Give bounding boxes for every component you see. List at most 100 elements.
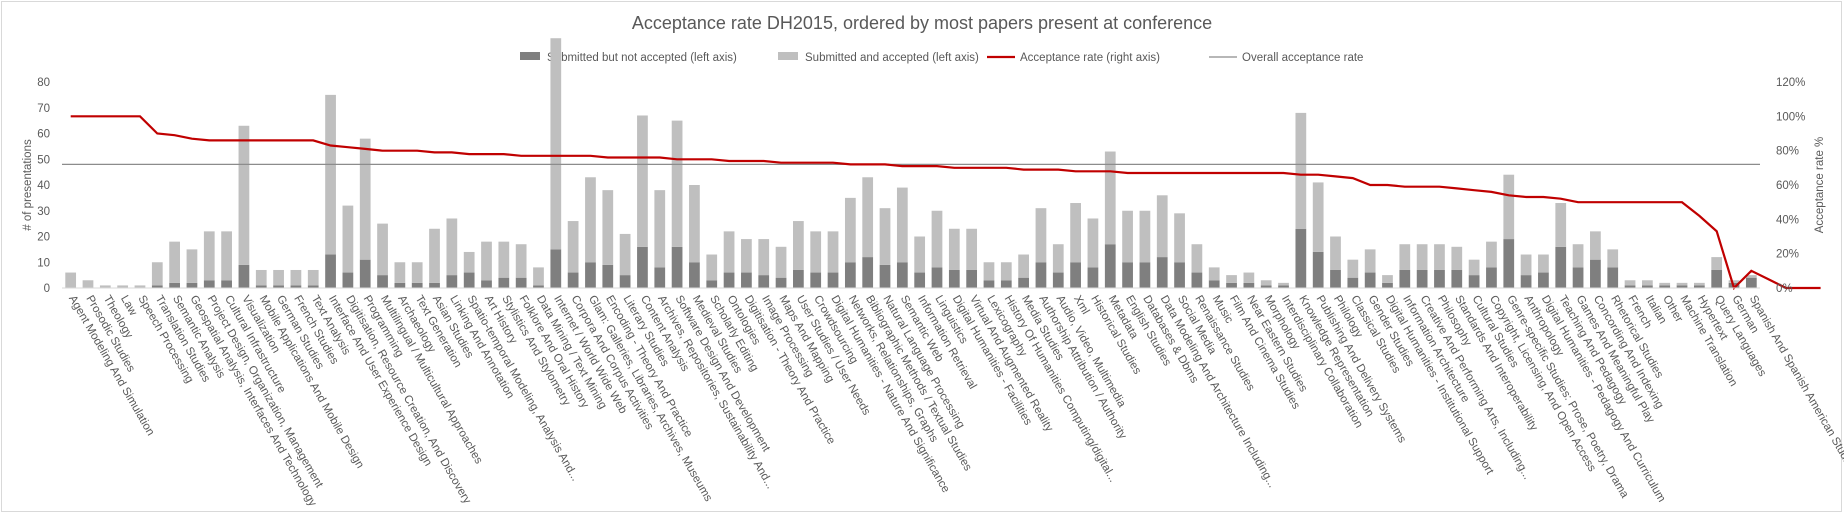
bar-not-accepted (983, 280, 995, 288)
bar-not-accepted (827, 272, 839, 288)
bar-not-accepted (446, 275, 458, 288)
bar-accepted (290, 269, 302, 286)
bar-not-accepted (671, 246, 683, 288)
y2-tick-label: 100% (1776, 111, 1805, 123)
bar-accepted (619, 233, 631, 276)
y2-tick-label: 120% (1776, 77, 1805, 89)
bar-accepted (810, 231, 822, 273)
bar-not-accepted (1347, 277, 1359, 288)
bar-not-accepted (1468, 275, 1480, 288)
bar-accepted (1035, 208, 1047, 263)
bar-not-accepted (1364, 272, 1376, 288)
bar-not-accepted (966, 269, 978, 288)
y-axis-title: # of presentations (22, 139, 34, 231)
bar-not-accepted (1486, 267, 1497, 288)
bar-accepted (82, 280, 94, 288)
bar-not-accepted (654, 267, 666, 288)
bar-accepted (827, 231, 839, 273)
y2-tick-label: 20% (1776, 249, 1799, 261)
bar-not-accepted (862, 257, 874, 288)
bar-accepted (307, 269, 319, 286)
bar-not-accepted (585, 262, 596, 288)
bar-accepted (273, 269, 284, 286)
y-tick-label: 0 (44, 283, 50, 295)
bar-not-accepted (550, 249, 562, 288)
bar-accepted (1590, 231, 1601, 260)
bar-accepted (221, 231, 232, 281)
bar-not-accepted (1330, 269, 1341, 288)
bar-not-accepted (1052, 272, 1064, 288)
bar-accepted (255, 269, 267, 286)
bar-not-accepted (931, 267, 943, 288)
bar-accepted (117, 285, 129, 288)
bar-accepted (1295, 112, 1307, 229)
bar-not-accepted (481, 280, 492, 288)
y-tick-label: 80 (37, 77, 50, 89)
bar-not-accepted (255, 285, 267, 288)
legend: Submitted but not accepted (left axis) Su… (520, 52, 1363, 64)
bar-accepted (481, 241, 492, 281)
bar-not-accepted (793, 269, 804, 288)
bar-not-accepted (1659, 285, 1671, 288)
bar-accepted (1052, 244, 1064, 273)
bar-accepted (446, 218, 458, 276)
bar-accepted (567, 221, 579, 273)
bar-not-accepted (307, 285, 319, 288)
bar-not-accepted (948, 269, 960, 288)
bar-not-accepted (1607, 267, 1619, 288)
bar-not-accepted (238, 264, 250, 288)
bar-not-accepted (914, 272, 926, 288)
bar-accepted (1451, 246, 1463, 270)
bar-accepted (1018, 254, 1029, 278)
bar-accepted (931, 210, 943, 268)
bar-not-accepted (498, 277, 510, 288)
axes: 0 10 20 30 40 50 60 70 80 0% 20% 40% 60% 80% 100% 120% (37, 77, 1805, 295)
bar-not-accepted (1416, 269, 1428, 288)
bar-accepted (585, 177, 596, 263)
y-tick-label: 70 (37, 103, 50, 115)
y2-tick-label: 40% (1776, 214, 1799, 226)
bar-accepted (411, 262, 423, 283)
bar-not-accepted (1434, 269, 1445, 288)
bar-not-accepted (1295, 228, 1307, 288)
bar-accepted (377, 223, 388, 276)
bar-accepted (498, 241, 510, 278)
bar-accepted (1486, 241, 1497, 268)
bar-accepted (186, 249, 198, 283)
bar-accepted (1468, 259, 1480, 276)
legend-label: Submitted but not accepted (left axis) (547, 52, 737, 64)
bar-accepted (1382, 275, 1393, 283)
bar-not-accepted (1139, 262, 1151, 288)
bar-not-accepted (1642, 285, 1653, 288)
bar-accepted (1399, 244, 1411, 270)
bar-not-accepted (1538, 272, 1549, 288)
bar-not-accepted (567, 272, 579, 288)
bar-not-accepted (515, 277, 527, 288)
bar-not-accepted (844, 262, 856, 288)
bar-not-accepted (1382, 282, 1393, 288)
bar-accepted (1260, 280, 1272, 286)
bar-accepted (1364, 249, 1376, 273)
bar-not-accepted (342, 272, 354, 288)
y2-tick-label: 80% (1776, 146, 1799, 158)
bar-accepted (1572, 244, 1584, 268)
bar-accepted (238, 125, 250, 265)
bar-accepted (1330, 236, 1341, 270)
bar-not-accepted (221, 280, 232, 288)
bar-not-accepted (1399, 269, 1411, 288)
bar-accepted (1278, 282, 1289, 286)
bar-not-accepted (1555, 246, 1567, 288)
bar-not-accepted (1278, 285, 1289, 288)
bar-accepted (671, 120, 683, 247)
bar-accepted (1122, 210, 1133, 263)
y2-tick-label: 0% (1776, 283, 1793, 295)
bar-not-accepted (689, 262, 700, 288)
bar-accepted (1139, 210, 1151, 263)
bar-accepted (1104, 151, 1116, 245)
bar-not-accepted (1243, 282, 1255, 288)
bar-accepted (966, 228, 978, 270)
bar-accepted (342, 205, 354, 273)
bar-accepted (844, 197, 856, 263)
y2-tick-label: 60% (1776, 180, 1799, 192)
bar-accepted (134, 285, 146, 288)
